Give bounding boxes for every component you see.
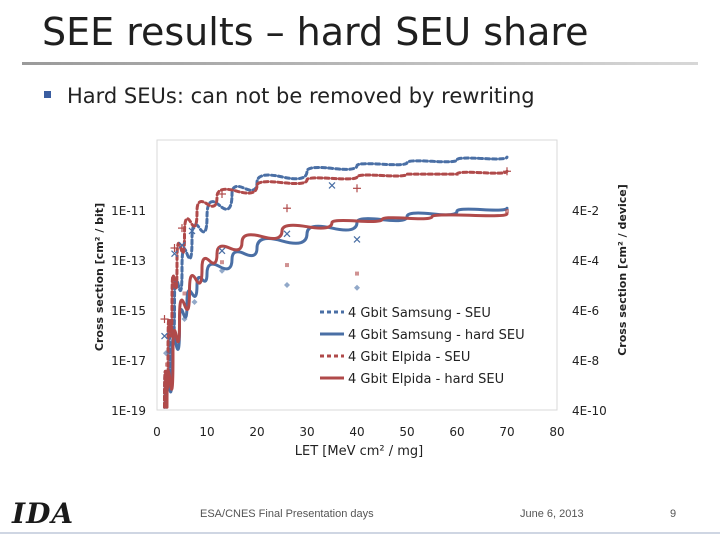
y-right-tick-label: 4E-2 bbox=[572, 204, 599, 218]
bullet-item: Hard SEUs: can not be removed by rewriti… bbox=[44, 84, 535, 108]
bullet-square-icon bbox=[44, 90, 51, 98]
y-left-tick-label: 1E-15 bbox=[111, 304, 146, 318]
data-point bbox=[160, 315, 169, 324]
x-tick-label: 80 bbox=[549, 425, 564, 439]
data-point bbox=[355, 271, 359, 276]
legend-entry: 4 Gbit Elpida - SEU bbox=[320, 350, 470, 365]
y-axis-right-label: Cross section [cm² / device] bbox=[616, 184, 629, 356]
plot-border bbox=[156, 139, 558, 411]
data-point bbox=[188, 227, 196, 235]
data-point bbox=[353, 184, 361, 193]
data-point bbox=[328, 182, 336, 189]
fit-curve-line bbox=[163, 169, 509, 409]
data-point bbox=[178, 224, 186, 233]
page-number: 9 bbox=[670, 508, 677, 520]
y-right-tick-label: 4E-10 bbox=[572, 404, 607, 418]
y-right-tick-label: 4E-4 bbox=[572, 254, 599, 268]
data-point bbox=[218, 247, 226, 255]
fit-curves bbox=[163, 155, 509, 409]
fit-curve-line bbox=[163, 155, 509, 409]
legend-label: 4 Gbit Samsung - hard SEU bbox=[348, 328, 525, 343]
data-point bbox=[181, 316, 188, 323]
data-point bbox=[182, 291, 187, 296]
x-tick-label: 0 bbox=[153, 425, 161, 439]
data-point bbox=[219, 267, 225, 274]
fit-curve-line bbox=[165, 212, 509, 409]
y-right-tick-label: 4E-6 bbox=[572, 304, 599, 318]
ida-logo: IDA bbox=[12, 497, 75, 530]
legend-entry: 4 Gbit Elpida - hard SEU bbox=[320, 372, 504, 387]
title-divider bbox=[22, 62, 698, 65]
legend-entry: 4 Gbit Samsung - SEU bbox=[320, 306, 491, 321]
x-axis-label: LET [MeV cm² / mg] bbox=[295, 444, 424, 459]
legend-entry: 4 Gbit Samsung - hard SEU bbox=[320, 328, 525, 343]
y-right-tick-labels: 4E-10 4E-8 4E-6 4E-4 4E-2 bbox=[572, 204, 607, 418]
data-point bbox=[191, 299, 198, 305]
data-markers bbox=[160, 167, 511, 367]
data-point bbox=[284, 281, 290, 288]
x-tick-labels: 0 10 20 30 40 50 60 70 80 bbox=[153, 425, 564, 439]
page-title: SEE results – hard SEU share bbox=[42, 10, 589, 54]
y-right-tick-label: 4E-8 bbox=[572, 354, 599, 368]
data-point bbox=[354, 284, 360, 291]
data-point bbox=[353, 236, 361, 243]
y-left-tick-labels: 1E-19 1E-17 1E-15 1E-13 1E-11 bbox=[111, 204, 146, 418]
data-point bbox=[218, 190, 226, 198]
data-point bbox=[165, 362, 169, 367]
y-left-tick-label: 1E-17 bbox=[111, 354, 146, 368]
data-point bbox=[220, 260, 224, 265]
x-tick-label: 70 bbox=[499, 425, 514, 439]
y-axis-left-label: Cross section [cm² / bit] bbox=[93, 203, 106, 351]
x-tick-label: 50 bbox=[399, 425, 414, 439]
data-point bbox=[178, 241, 186, 249]
legend-label: 4 Gbit Elpida - SEU bbox=[348, 350, 470, 365]
data-point bbox=[503, 167, 511, 176]
y-left-tick-label: 1E-13 bbox=[111, 254, 146, 268]
data-point bbox=[161, 332, 168, 340]
x-tick-label: 40 bbox=[349, 425, 364, 439]
data-point bbox=[285, 263, 289, 268]
footer-divider bbox=[0, 532, 720, 534]
x-tick-label: 30 bbox=[299, 425, 314, 439]
footer-event: ESA/CNES Final Presentation days bbox=[200, 508, 374, 520]
bullet-text: Hard SEUs: can not be removed by rewriti… bbox=[67, 84, 535, 108]
data-point bbox=[283, 230, 291, 238]
data-point bbox=[163, 350, 169, 357]
data-point bbox=[283, 204, 291, 213]
legend-label: 4 Gbit Elpida - hard SEU bbox=[348, 372, 504, 387]
legend-box bbox=[318, 298, 538, 392]
data-point bbox=[170, 244, 179, 252]
data-point bbox=[505, 209, 509, 214]
y-left-tick-label: 1E-19 bbox=[111, 404, 146, 418]
legend: 4 Gbit Samsung - SEU 4 Gbit Samsung - har… bbox=[318, 298, 538, 392]
x-tick-label: 20 bbox=[249, 425, 264, 439]
x-tick-label: 10 bbox=[199, 425, 214, 439]
y-left-tick-label: 1E-11 bbox=[111, 204, 146, 218]
legend-label: 4 Gbit Samsung - SEU bbox=[348, 306, 491, 321]
x-tick-label: 60 bbox=[449, 425, 464, 439]
footer-date: June 6, 2013 bbox=[520, 508, 584, 520]
data-point bbox=[171, 250, 178, 258]
plot-area bbox=[156, 139, 558, 411]
